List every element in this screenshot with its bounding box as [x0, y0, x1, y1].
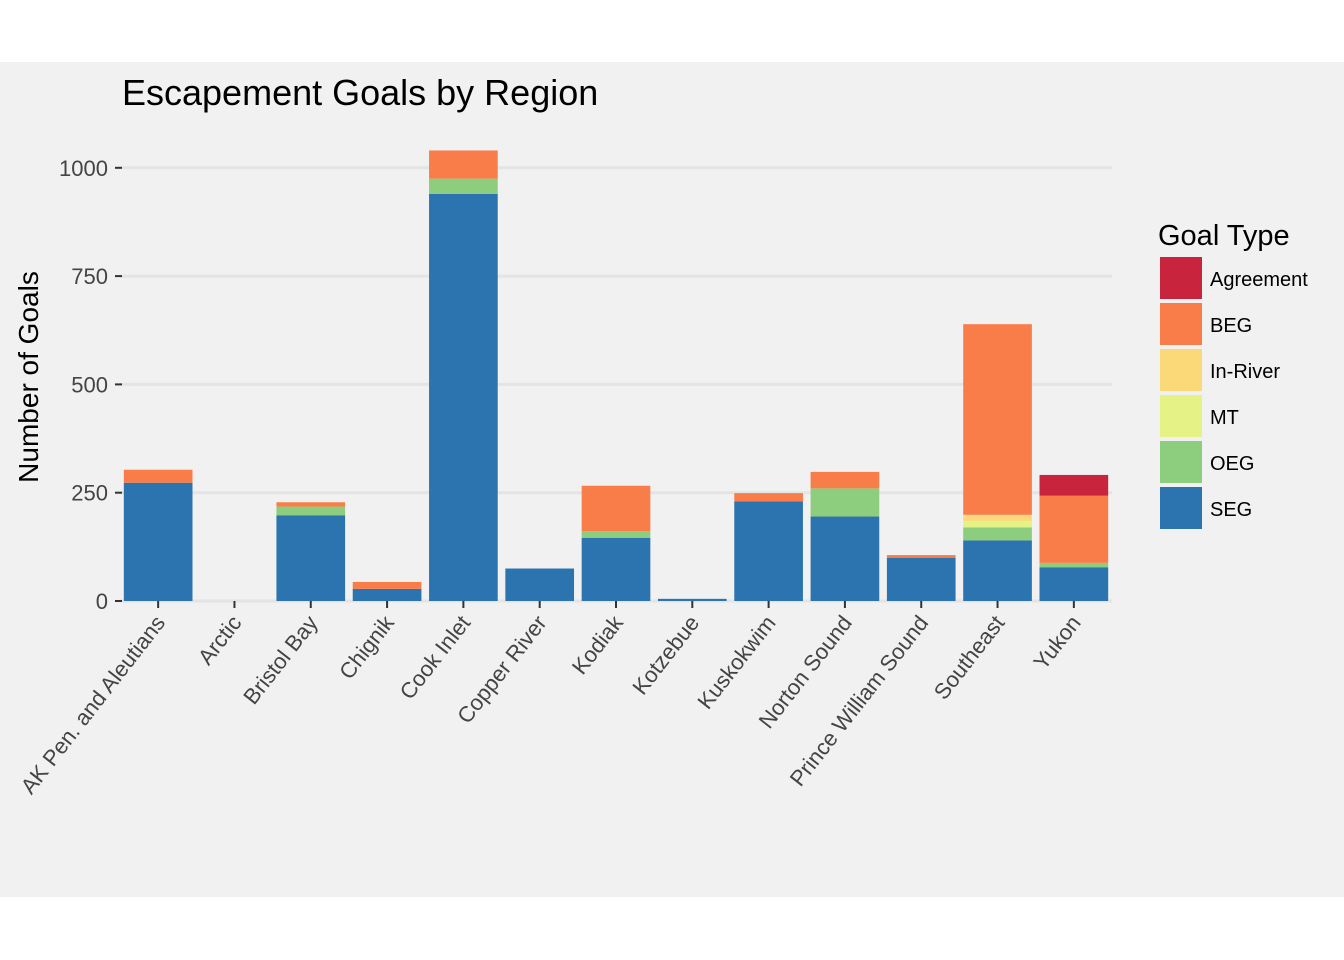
- x-tick-label-bristol-bay: Bristol Bay: [238, 611, 322, 709]
- chart-title: Escapement Goals by Region: [122, 72, 598, 113]
- y-axis-label: Number of Goals: [13, 271, 44, 483]
- y-tick-label-500: 500: [71, 372, 108, 397]
- legend-key-mt: [1160, 395, 1202, 437]
- y-tick-label-0: 0: [96, 589, 108, 614]
- bars: [123, 150, 1109, 602]
- bar-kodiak-oeg: [581, 531, 651, 538]
- x-tick-label-cook-inlet: Cook Inlet: [395, 611, 476, 704]
- y-axis: 0 250 500 750 1000: [59, 156, 122, 614]
- legend-key-in-river: [1160, 349, 1202, 391]
- y-tick-label-750: 750: [71, 264, 108, 289]
- bar-southeast-seg: [963, 540, 1032, 601]
- y-tick-label-250: 250: [71, 481, 108, 506]
- bar-norton-sound-beg: [810, 471, 880, 489]
- legend-title: Goal Type: [1158, 220, 1290, 252]
- legend: Goal Type Agreement BEG In-River MT OEG SEG: [1158, 220, 1308, 529]
- bar-bristol-bay-beg: [276, 502, 346, 507]
- x-tick-label-southeast: Southeast: [929, 611, 1010, 704]
- legend-label-oeg: OEG: [1210, 453, 1254, 475]
- legend-label-in-river: In-River: [1210, 361, 1280, 383]
- y-tick-label-1000: 1000: [59, 156, 108, 181]
- bar-kotzebue-seg: [657, 598, 727, 601]
- x-tick-label-arctic: Arctic: [193, 611, 247, 670]
- bar-yukon-oeg: [1039, 562, 1109, 568]
- bar-cook-inlet-oeg: [429, 178, 498, 194]
- bar-kuskokwim-seg: [734, 501, 803, 601]
- legend-key-agreement: [1160, 257, 1202, 299]
- bar-ak-pen-and-aleutians-seg: [123, 482, 193, 601]
- legend-label-seg: SEG: [1210, 499, 1252, 521]
- bar-kodiak-seg: [581, 537, 651, 601]
- bar-kodiak-beg: [581, 485, 651, 532]
- legend-label-beg: BEG: [1210, 315, 1252, 337]
- x-tick-label-kotzebue: Kotzebue: [627, 611, 704, 700]
- bar-norton-sound-seg: [810, 516, 880, 601]
- x-tick-label-prince-william-sound: Prince William Sound: [785, 611, 933, 791]
- bar-prince-william-sound-seg: [886, 557, 956, 601]
- legend-key-beg: [1160, 303, 1202, 345]
- legend-label-agreement: Agreement: [1210, 269, 1308, 291]
- bar-chignik-beg: [352, 581, 422, 589]
- bar-southeast-oeg: [963, 527, 1032, 541]
- x-tick-label-chignik: Chignik: [334, 610, 399, 684]
- bar-southeast-beg: [963, 324, 1032, 515]
- bar-copper-river-seg: [505, 568, 575, 601]
- bar-yukon-beg: [1039, 495, 1109, 563]
- bar-norton-sound-oeg: [810, 488, 880, 517]
- bar-bristol-bay-oeg: [276, 506, 346, 516]
- bar-prince-william-sound-beg: [886, 555, 956, 558]
- bar-yukon-seg: [1039, 567, 1109, 601]
- bar-cook-inlet-beg: [429, 150, 498, 179]
- legend-label-mt: MT: [1210, 407, 1239, 429]
- bar-southeast-mt: [963, 520, 1032, 528]
- x-tick-label-kodiak: Kodiak: [567, 610, 629, 679]
- bar-chignik-seg: [352, 588, 422, 601]
- x-tick-label-yukon: Yukon: [1028, 611, 1085, 675]
- bar-ak-pen-and-aleutians-beg: [123, 469, 193, 483]
- legend-key-oeg: [1160, 441, 1202, 483]
- x-tick-label-ak-pen-and-aleutians: AK Pen. and Aleutians: [16, 611, 170, 799]
- x-tick-label-kuskokwim: Kuskokwim: [692, 611, 780, 714]
- bar-bristol-bay-seg: [276, 515, 346, 601]
- plot-panel: [0, 62, 1344, 897]
- legend-key-seg: [1160, 487, 1202, 529]
- bar-yukon-agreement: [1039, 474, 1109, 496]
- bar-southeast-in-river: [963, 514, 1032, 521]
- bar-cook-inlet-seg: [429, 193, 498, 602]
- bar-kuskokwim-beg: [734, 493, 803, 502]
